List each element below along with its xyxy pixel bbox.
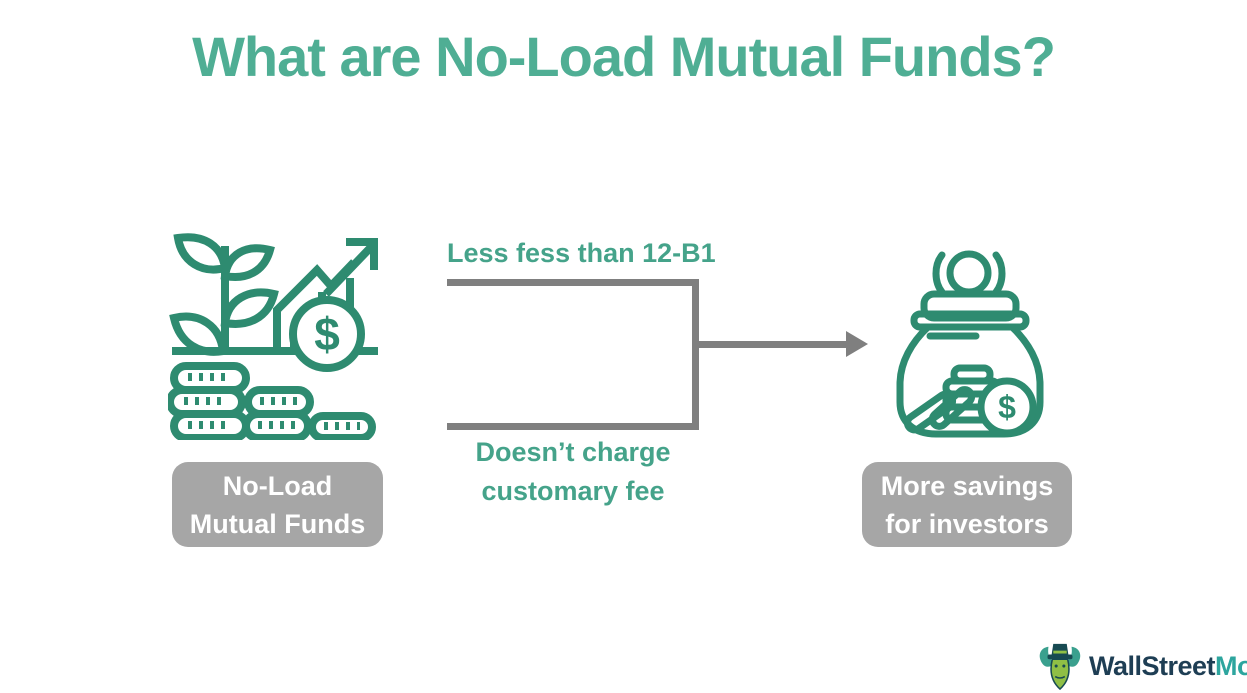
brand-wordmark: WallStreetMojo (1089, 651, 1247, 682)
brand-wordmark-part1: WallStreet (1089, 650, 1216, 681)
benefit-bottom-label: Doesn’t charge customary fee (428, 433, 718, 511)
no-load-label-line1: No-Load (222, 470, 333, 501)
bracket-vertical-line (692, 279, 699, 430)
more-savings-label-line2: for investors (885, 508, 1049, 539)
investment-growth-svg: $ (168, 233, 378, 440)
no-load-label: No-Load Mutual Funds (172, 462, 383, 547)
jar-dollar-sign-icon: $ (998, 389, 1016, 425)
page-title: What are No-Load Mutual Funds? (192, 25, 1056, 88)
savings-jar-icon: $ (890, 250, 1050, 440)
brand-wordmark-part2: Mojo (1215, 650, 1247, 681)
more-savings-label-line1: More savings (880, 470, 1054, 501)
no-load-label-line2: Mutual Funds (189, 508, 366, 539)
benefit-top-label: Less fess than 12-B1 (447, 238, 716, 268)
bull-mascot-icon (1039, 643, 1081, 690)
investment-growth-icon: $ (168, 226, 380, 440)
flow-arrow-head-icon (846, 331, 868, 357)
benefit-bottom-line2: customary fee (481, 476, 665, 506)
bracket-top-line (447, 279, 699, 286)
bracket-bottom-line (447, 423, 699, 430)
dollar-sign-icon: $ (314, 308, 340, 360)
flow-arrow-line (699, 341, 849, 348)
more-savings-label: More savings for investors (862, 462, 1072, 547)
brand-logo: WallStreetMojo (1036, 642, 1247, 690)
savings-jar-svg: $ (896, 250, 1044, 438)
benefit-bottom-line1: Doesn’t charge (475, 437, 671, 467)
